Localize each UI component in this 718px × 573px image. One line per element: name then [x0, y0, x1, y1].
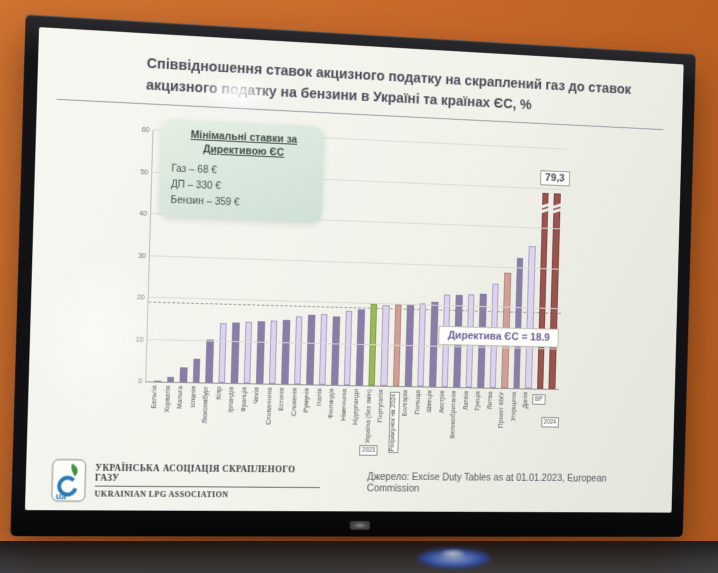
x-axis-label: Литва: [487, 391, 494, 410]
x-axis-label: Нідерланди: [353, 389, 361, 425]
y-axis-tick-label: 10: [135, 334, 144, 344]
x-axis-label: Іспанія: [190, 386, 198, 408]
bar-Ірландія: [230, 322, 240, 384]
bar-Кіпр: [217, 323, 227, 383]
tv-led-core: [440, 549, 466, 559]
bar-Франція: [243, 321, 253, 384]
x-axis-label: Бельгія: [151, 385, 159, 409]
x-axis-label: Кіпр: [215, 386, 223, 400]
bar-Бельгія: [153, 380, 162, 382]
chart: Директива ЄС = 18.9 79,3 Мінімальні став…: [135, 118, 581, 475]
x-axis-boxed-label: 2023: [359, 444, 379, 456]
x-axis-label: Австрія: [438, 390, 446, 414]
logo-ua-text: ua: [56, 491, 67, 501]
x-axis-label: Словаччина: [265, 387, 274, 425]
x-axis-boxed-label: 2024: [540, 416, 559, 428]
association-name-ua: УКРАЇНСЬКА АСОЦІАЦІЯ СКРАПЛЕНОГО ГАЗУ: [94, 463, 321, 488]
y-axis-tick-label: 60: [141, 124, 150, 135]
plot-area: Директива ЄС = 18.9 79,3 Мінімальні став…: [135, 118, 571, 390]
x-axis-label: Розрахунок на 2024: [389, 393, 398, 452]
bar-Люксембург: [205, 339, 214, 383]
bar-Румунія: [306, 314, 315, 385]
x-axis-label: Проект КМУ: [498, 391, 506, 428]
x-axis-label: Греція: [475, 391, 482, 411]
bar-Словаччина: [268, 320, 278, 384]
x-axis-label: Ірландія: [228, 386, 236, 413]
x-axis-label: Естонія: [278, 387, 286, 411]
y-axis-tick-label: 20: [136, 292, 145, 302]
x-axis-boxed-label: ВР: [532, 394, 546, 405]
x-axis-label: Люксембург: [202, 386, 211, 424]
x-axis-label: Німеччина: [340, 388, 349, 421]
bar-Словенія: [293, 316, 303, 385]
bar-Португалія: [380, 305, 390, 386]
x-axis-label: Хорватія: [164, 385, 172, 413]
tv-frame: Співвідношення ставок акцизного податку …: [10, 14, 696, 537]
bar-Німеччина: [343, 310, 353, 386]
x-axis-label: Румунія: [303, 388, 311, 413]
x-axis-label: Словенія: [291, 387, 299, 417]
directive-label: Директива ЄС = 18.9: [438, 325, 559, 348]
x-axis-boxed-label: Розрахунок на 2024: [388, 391, 400, 454]
cabinet-band: [0, 541, 718, 573]
x-axis-label: Україна (без змін): [364, 389, 373, 444]
bar-ВР: [536, 192, 549, 389]
y-axis-tick-label: 30: [137, 250, 147, 260]
bar-Фінляндія: [330, 316, 340, 385]
x-axis-label: Італія: [316, 388, 324, 406]
min-rates-heading: Мінімальні ставки за Директивою ЄС: [190, 129, 298, 160]
bar-Чехія: [255, 321, 265, 384]
x-axis-label: Фінляндія: [328, 388, 336, 419]
x-axis-label: Чехія: [253, 387, 261, 404]
x-axis-label: Швеція: [426, 390, 434, 413]
x-axis-label: Мальта: [177, 385, 185, 409]
y-axis-tick-label: 50: [140, 166, 149, 176]
y-axis-tick-label: 40: [139, 208, 148, 218]
lpg-association-logo: ua: [51, 458, 87, 502]
y-axis-tick-label: 0: [138, 376, 143, 386]
association-name-en: UKRAINIAN LPG ASSOCIATION: [94, 488, 229, 499]
bar-Італія: [318, 314, 328, 385]
bar-2024: [548, 193, 561, 389]
association-names: УКРАЇНСЬКА АСОЦІАЦІЯ СКРАПЛЕНОГО ГАЗУ UK…: [94, 463, 321, 499]
slide-footer: ua УКРАЇНСЬКА АСОЦІАЦІЯ СКРАПЛЕНОГО ГАЗУ…: [51, 458, 658, 505]
x-axis-label: Франція: [240, 387, 249, 413]
x-axis-label: Латвія: [463, 391, 470, 411]
bar-Швеція: [428, 301, 439, 387]
bar-Нідерланди: [355, 309, 365, 386]
x-axis-label: Великобританія: [450, 390, 458, 439]
bar-Розрахунок на 2024: [392, 304, 402, 387]
tv-brand-logo: [349, 521, 371, 530]
min-rates-box: Мінімальні ставки за Директивою ЄС Газ –…: [158, 118, 325, 224]
x-axis-label: Болгарія: [402, 389, 410, 417]
bar-Естонія: [281, 319, 290, 385]
bar-Мальта: [179, 367, 188, 383]
x-axis-label: Угорщина: [510, 391, 518, 422]
x-axis-label: Данія: [522, 392, 530, 409]
bar-Іспанія: [192, 358, 201, 383]
tv-screen: Співвідношення ставок акцизного податку …: [24, 27, 684, 513]
max-value-label: 79,3: [539, 170, 571, 187]
x-axis-label: Польща: [414, 390, 422, 415]
slide-title: Співвідношення ставок акцизного податку …: [145, 55, 632, 113]
x-axis-label: Португалія: [377, 389, 385, 423]
bar-Хорватія: [166, 376, 175, 382]
source-text: Джерело: Excise Duty Tables as at 01.01.…: [366, 471, 607, 495]
bar-Угорщина: [512, 258, 524, 389]
